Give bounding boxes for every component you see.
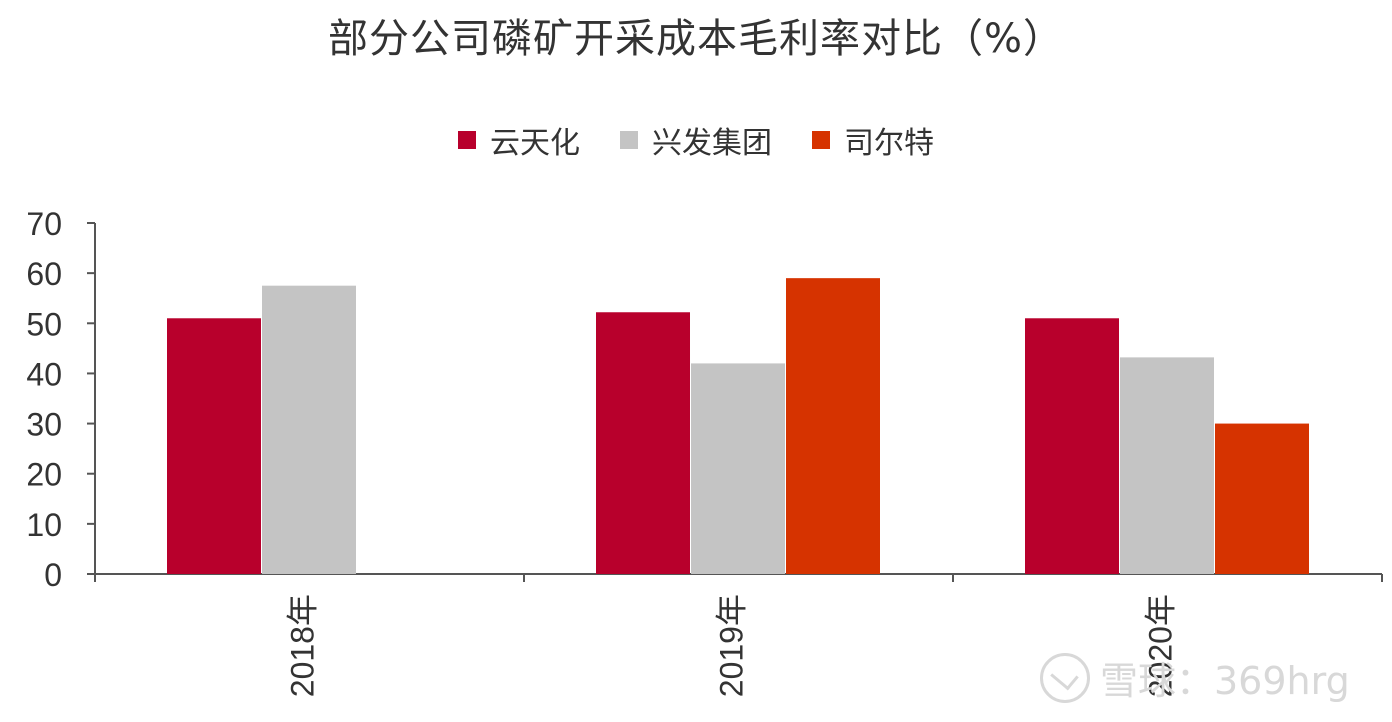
- bar: [1215, 423, 1309, 574]
- bar: [691, 363, 785, 574]
- x-category-label: 2020年: [1143, 594, 1179, 697]
- x-category-label: 2019年: [714, 594, 750, 697]
- watermark: 雪球：369hrg: [1040, 650, 1350, 705]
- legend-swatch: [620, 131, 638, 149]
- legend: 云天化 兴发集团 司尔特: [0, 118, 1392, 162]
- bar: [167, 318, 261, 574]
- chart-title: 部分公司磷矿开采成本毛利率对比（%）: [327, 16, 1064, 62]
- bar: [262, 285, 356, 574]
- y-tick-label: 50: [26, 306, 62, 342]
- y-tick-label: 40: [26, 356, 62, 392]
- y-tick-label: 60: [26, 256, 62, 292]
- y-tick-label: 0: [44, 557, 62, 593]
- y-tick-label: 10: [26, 507, 62, 543]
- legend-swatch: [812, 131, 830, 149]
- legend-label: 兴发集团: [652, 126, 772, 161]
- legend-item: 兴发集团: [620, 118, 772, 162]
- legend-item: 云天化: [458, 118, 580, 162]
- bar: [786, 278, 880, 574]
- y-tick-label: 70: [26, 206, 62, 242]
- y-tick-label: 30: [26, 407, 62, 443]
- bar: [596, 312, 690, 574]
- legend-label: 云天化: [490, 126, 580, 161]
- watermark-text: 雪球：369hrg: [1100, 659, 1350, 703]
- x-category-label: 2018年: [285, 594, 321, 697]
- y-tick-label: 20: [26, 457, 62, 493]
- legend-label: 司尔特: [844, 126, 934, 161]
- legend-swatch: [458, 131, 476, 149]
- bar: [1025, 318, 1119, 574]
- xueqiu-logo-icon: [1040, 652, 1090, 703]
- bar: [1120, 357, 1214, 574]
- legend-item: 司尔特: [812, 118, 934, 162]
